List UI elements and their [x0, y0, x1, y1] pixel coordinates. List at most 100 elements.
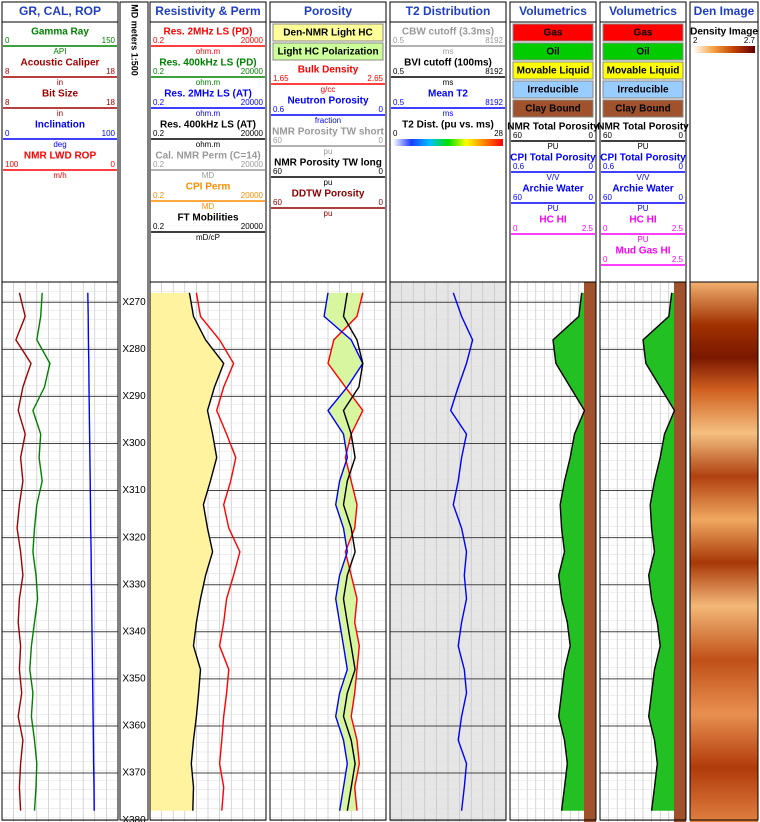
depth-label: X320 [122, 532, 146, 543]
scale-left: 100 [5, 160, 19, 169]
scale-left: 0 [603, 224, 608, 233]
legend-label: Clay Bound [525, 104, 581, 115]
track-title: Porosity [304, 4, 352, 18]
legend-label: Gas [634, 28, 653, 39]
legend-label: Movable Liquid [517, 66, 590, 77]
curve-name: Res. 400kHz LS (PD) [159, 58, 256, 69]
curve-unit: V/V [547, 173, 561, 182]
curve-name: NMR Total Porosity [597, 122, 689, 133]
scale-right: 100 [102, 129, 116, 138]
legend-box [512, 80, 594, 99]
curve-unit: PU [637, 142, 648, 151]
scale-left: 0.6 [603, 162, 615, 171]
curve-name: NMR Total Porosity [507, 122, 599, 133]
scale-left: 0.6 [273, 105, 285, 114]
scale-right: 0 [679, 193, 684, 202]
depth-label: X370 [122, 768, 146, 779]
curve-unit: ohm.m [196, 140, 221, 149]
curve-unit: pu [324, 209, 333, 218]
curve-unit: in [57, 109, 63, 118]
clay-bound-fill [584, 282, 596, 822]
scale-right: 20000 [241, 36, 264, 45]
curve-unit: API [54, 47, 67, 56]
scale-left: 0.2 [153, 36, 165, 45]
scale-left: 0 [5, 129, 10, 138]
colorbar [393, 139, 503, 146]
legend-label: Irreducible [527, 85, 579, 96]
legend-label: Den-NMR Light HC [283, 28, 372, 39]
curve-name: Density Image [690, 27, 758, 38]
scale-left: 0.2 [153, 98, 165, 107]
log-curve [29, 292, 51, 811]
scale-left: 0 [393, 129, 398, 138]
legend-box [512, 42, 594, 61]
track-title-box [1, 1, 119, 23]
depth-track [119, 1, 149, 821]
track-title: T2 Distribution [406, 4, 491, 18]
log-curve [15, 292, 32, 811]
curve-unit: m/h [53, 171, 66, 180]
depth-label: X270 [122, 297, 146, 308]
track-title: Volumetrics [519, 4, 587, 18]
scale-right: 8192 [485, 36, 503, 45]
scale-left: 8 [5, 67, 10, 76]
track-title-box [509, 1, 597, 23]
scale-right: 20000 [241, 67, 264, 76]
curve-unit: fraction [315, 116, 341, 125]
legend-box [512, 99, 594, 118]
scale-left: 60 [273, 198, 282, 207]
scale-left: 0 [5, 36, 10, 45]
legend-label: Light HC Polarization [277, 47, 378, 58]
legend-label: Gas [544, 28, 563, 39]
scale-right: 0 [589, 193, 594, 202]
scale-left: 0.2 [153, 191, 165, 200]
legend-box [602, 61, 684, 80]
track-title-box [689, 1, 759, 23]
scale-left: 60 [603, 131, 612, 140]
scale-right: 0 [379, 167, 384, 176]
scale-left: 0.5 [393, 67, 405, 76]
curve-name: CPI Total Porosity [600, 153, 686, 164]
clay-bound-fill [674, 282, 686, 822]
porosity-fill [324, 292, 363, 811]
depth-label: X290 [122, 391, 146, 402]
scale-left: 0.2 [153, 129, 165, 138]
curve-unit: in [57, 78, 63, 87]
scale-right: 0 [111, 160, 116, 169]
scale-left: 1.65 [273, 74, 289, 83]
curve-unit: deg [53, 140, 66, 149]
scale-left: 60 [513, 193, 522, 202]
curve-name: Gamma Ray [31, 27, 89, 38]
curve-name: Mean T2 [428, 89, 468, 100]
resistivity-fill [150, 292, 224, 811]
scale-left: 0.2 [153, 67, 165, 76]
scale-right: 2.7 [744, 36, 756, 45]
legend-label: Clay Bound [615, 104, 671, 115]
curve-unit: ohm.m [196, 109, 221, 118]
scale-right: 18 [106, 67, 115, 76]
curve-unit: MD [202, 202, 215, 211]
curve-unit: mD/cP [196, 233, 220, 242]
log-curve [327, 292, 364, 811]
legend-box [512, 23, 594, 42]
depth-label: X380 [122, 815, 146, 822]
legend-box [602, 99, 684, 118]
scale-right: 20000 [241, 129, 264, 138]
curve-unit: pu [324, 178, 333, 187]
curve-name: CBW cutoff (3.3ms) [402, 27, 494, 38]
scale-right: 20000 [241, 191, 264, 200]
density-image [690, 282, 758, 822]
curve-name: DDTW Porosity [292, 189, 365, 200]
curve-unit: ohm.m [196, 47, 221, 56]
curve-name: NMR Porosity TW long [274, 158, 382, 169]
legend-label: Movable Liquid [607, 66, 680, 77]
curve-unit: PU [637, 204, 648, 213]
depth-header: MD meters 1:500 [130, 4, 140, 76]
scale-left: 0.2 [153, 160, 165, 169]
scale-right: 8192 [485, 98, 503, 107]
scale-right: 0 [679, 131, 684, 140]
track-title-box [149, 1, 267, 23]
scale-right: 0 [379, 136, 384, 145]
